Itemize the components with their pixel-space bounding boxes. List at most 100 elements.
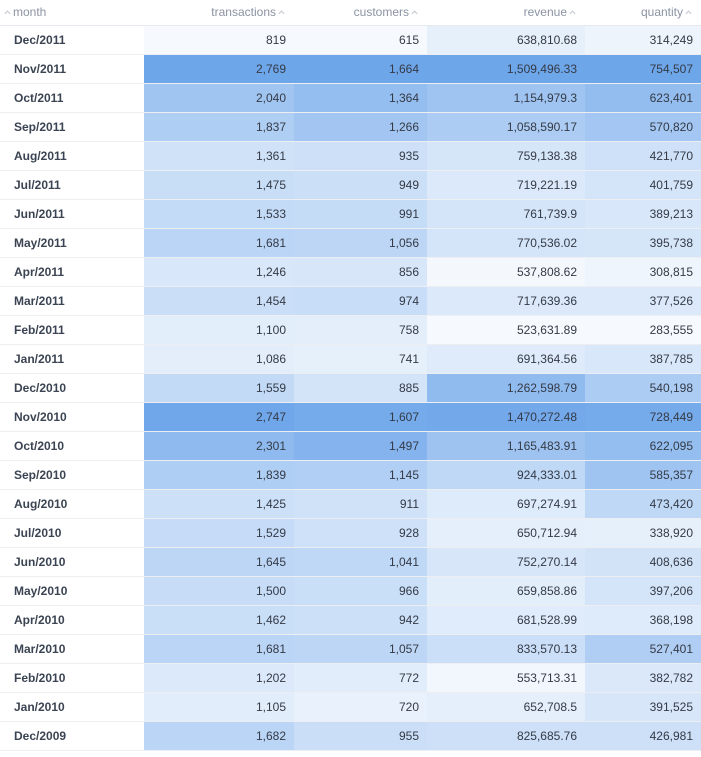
table-row[interactable]: Jul/2011 1,475 949 719,221.19 401,759 [0,171,701,200]
cell-revenue: 752,270.14 [427,548,585,577]
cell-quantity: 728,449 [585,403,701,432]
sort-up-icon[interactable] [409,1,419,15]
cell-month: Aug/2011 [14,149,67,163]
table-row[interactable]: May/2011 1,681 1,056 770,536.02 395,738 [0,229,701,258]
cell-quantity: 401,759 [585,171,701,200]
table-row[interactable]: Jul/2010 1,529 928 650,712.94 338,920 [0,519,701,548]
cell-month: Jan/2011 [14,352,65,366]
column-header-transactions[interactable]: transactions [144,0,294,26]
cell-revenue: 759,138.38 [427,142,585,171]
cell-month: Apr/2011 [14,265,65,279]
cell-transactions: 1,425 [144,490,294,519]
cell-quantity: 377,526 [585,287,701,316]
cell-revenue: 1,470,272.48 [427,403,585,432]
table-row[interactable]: Jan/2010 1,105 720 652,708.5 391,525 [0,693,701,722]
cell-customers: 885 [294,374,427,403]
row-divider [0,605,701,606]
cell-customers: 772 [294,664,427,693]
cell-customers: 1,664 [294,55,427,84]
cell-customers: 615 [294,26,427,55]
cell-customers: 1,607 [294,403,427,432]
table-row[interactable]: Mar/2011 1,454 974 717,639.36 377,526 [0,287,701,316]
cell-customers: 720 [294,693,427,722]
column-header-label: revenue [523,5,567,19]
table-row[interactable]: Aug/2010 1,425 911 697,274.91 473,420 [0,490,701,519]
cell-month: Nov/2010 [14,410,67,424]
cell-month: Aug/2010 [14,497,68,511]
sort-up-icon[interactable] [3,1,13,15]
table-row[interactable]: Sep/2011 1,837 1,266 1,058,590.17 570,820 [0,113,701,142]
cell-transactions: 1,475 [144,171,294,200]
table-row[interactable]: Aug/2011 1,361 935 759,138.38 421,770 [0,142,701,171]
cell-month: Oct/2011 [14,91,64,105]
cell-customers: 949 [294,171,427,200]
cell-customers: 1,364 [294,84,427,113]
column-header-customers[interactable]: customers [294,0,427,26]
table-row[interactable]: Dec/2011 819 615 638,810.68 314,249 [0,26,701,55]
cell-transactions: 1,645 [144,548,294,577]
row-divider [0,112,701,113]
column-header-label: customers [353,5,409,19]
table-row[interactable]: Apr/2011 1,246 856 537,808.62 308,815 [0,258,701,287]
sort-up-icon[interactable] [567,1,577,15]
table-row[interactable]: Jan/2011 1,086 741 691,364.56 387,785 [0,345,701,374]
cell-transactions: 2,040 [144,84,294,113]
cell-customers: 1,266 [294,113,427,142]
cell-quantity: 395,738 [585,229,701,258]
table-row[interactable]: Apr/2010 1,462 942 681,528.99 368,198 [0,606,701,635]
cell-month: Oct/2010 [14,439,65,453]
cell-customers: 942 [294,606,427,635]
cell-month: Jul/2010 [14,526,62,540]
table-row[interactable]: Nov/2010 2,747 1,607 1,470,272.48 728,449 [0,403,701,432]
cell-revenue: 719,221.19 [427,171,585,200]
cell-customers: 911 [294,490,427,519]
cell-transactions: 1,681 [144,635,294,664]
column-header-month[interactable]: month [0,0,144,26]
table-row[interactable]: Dec/2010 1,559 885 1,262,598.79 540,198 [0,374,701,403]
cell-month: Dec/2010 [14,381,67,395]
sort-up-icon[interactable] [276,1,286,15]
cell-quantity: 308,815 [585,258,701,287]
cell-revenue: 681,528.99 [427,606,585,635]
cell-month: Feb/2010 [14,671,66,685]
table-row[interactable]: Nov/2011 2,769 1,664 1,509,496.33 754,507 [0,55,701,84]
cell-quantity: 387,785 [585,345,701,374]
cell-month: Sep/2010 [14,468,67,482]
cell-transactions: 1,246 [144,258,294,287]
sort-up-icon[interactable] [683,1,693,15]
cell-revenue: 717,639.36 [427,287,585,316]
cell-customers: 1,145 [294,461,427,490]
cell-quantity: 389,213 [585,200,701,229]
cell-customers: 758 [294,316,427,345]
table-row[interactable]: May/2010 1,500 966 659,858.86 397,206 [0,577,701,606]
table-row[interactable]: Mar/2010 1,681 1,057 833,570.13 527,401 [0,635,701,664]
cell-transactions: 1,202 [144,664,294,693]
cell-transactions: 1,361 [144,142,294,171]
row-divider [0,170,701,171]
table-row[interactable]: Dec/2009 1,682 955 825,685.76 426,981 [0,722,701,751]
cell-quantity: 314,249 [585,26,701,55]
cell-month: Mar/2010 [14,642,66,656]
cell-transactions: 2,769 [144,55,294,84]
cell-transactions: 1,086 [144,345,294,374]
table-row[interactable]: Oct/2010 2,301 1,497 1,165,483.91 622,095 [0,432,701,461]
table-row[interactable]: Feb/2010 1,202 772 553,713.31 382,782 [0,664,701,693]
cell-customers: 1,057 [294,635,427,664]
cell-transactions: 1,529 [144,519,294,548]
cell-revenue: 770,536.02 [427,229,585,258]
table-row[interactable]: Sep/2010 1,839 1,145 924,333.01 585,357 [0,461,701,490]
row-divider [0,83,701,84]
cell-customers: 935 [294,142,427,171]
column-header-revenue[interactable]: revenue [427,0,585,26]
cell-transactions: 1,500 [144,577,294,606]
cell-month: Nov/2011 [14,62,67,76]
table-row[interactable]: Jun/2010 1,645 1,041 752,270.14 408,636 [0,548,701,577]
table-header: month transactions customers revenue quantit… [0,0,701,26]
table-row[interactable]: Feb/2011 1,100 758 523,631.89 283,555 [0,316,701,345]
cell-customers: 741 [294,345,427,374]
table-row[interactable]: Oct/2011 2,040 1,364 1,154,979.3 623,401 [0,84,701,113]
cell-transactions: 1,559 [144,374,294,403]
column-header-quantity[interactable]: quantity [585,0,701,26]
column-header-label: transactions [211,5,276,19]
table-row[interactable]: Jun/2011 1,533 991 761,739.9 389,213 [0,200,701,229]
